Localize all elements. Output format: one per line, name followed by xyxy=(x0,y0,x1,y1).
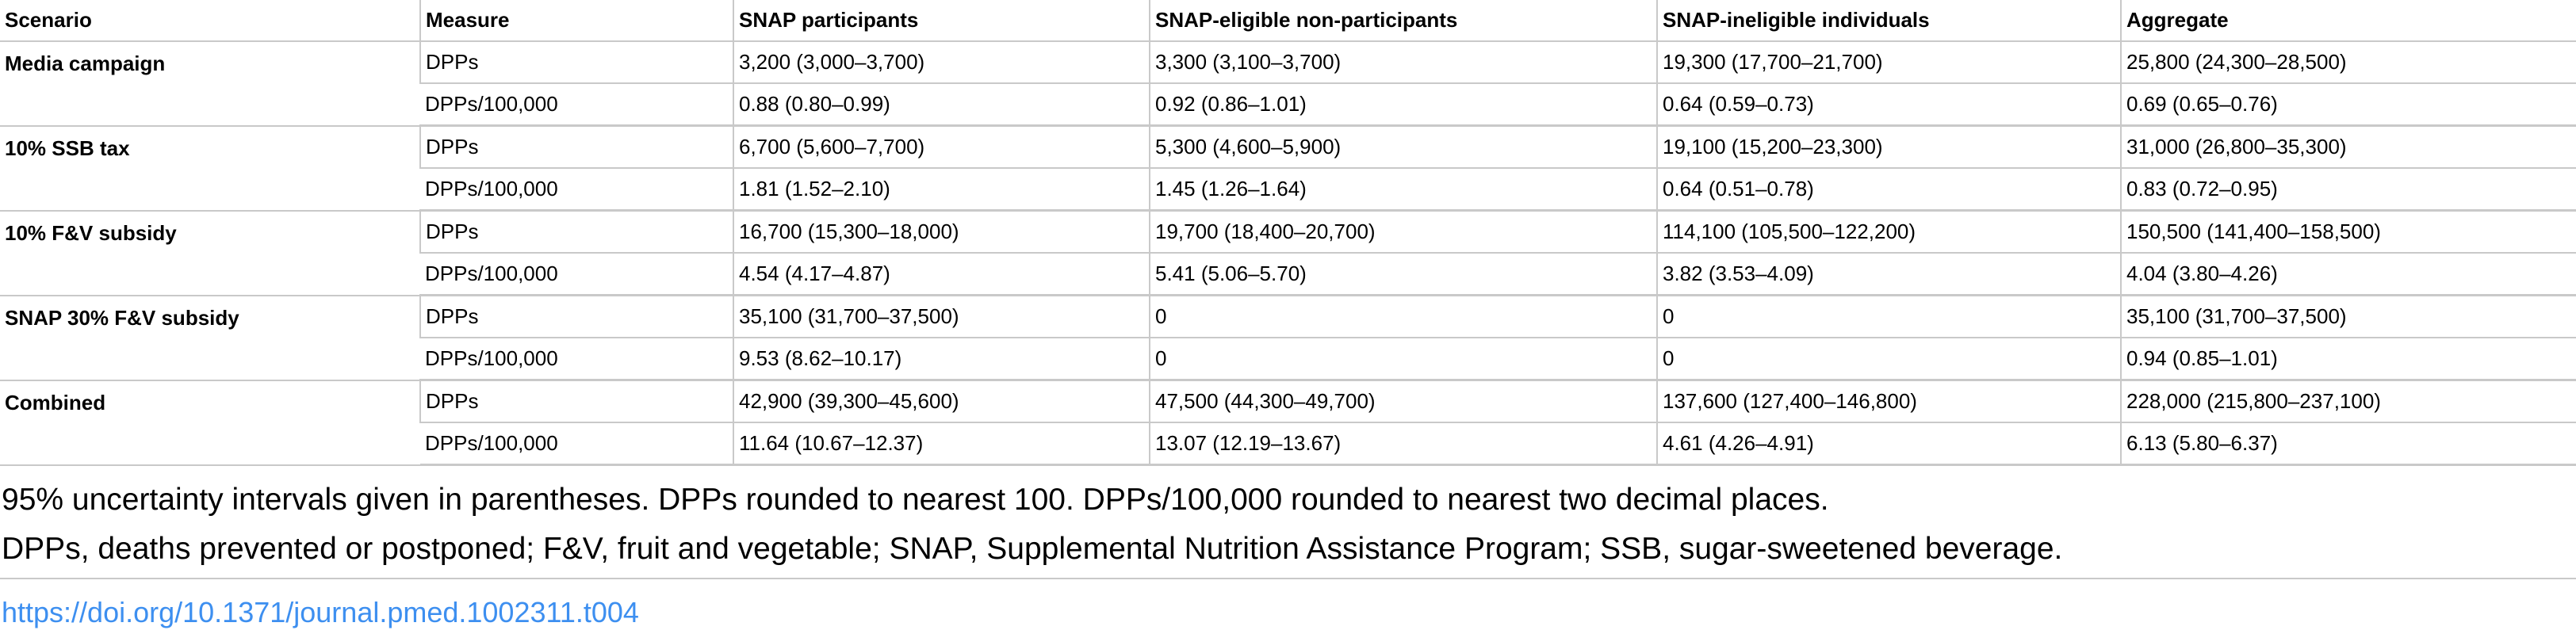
scenario-cell: SNAP 30% F&V subsidy xyxy=(0,295,420,381)
table-cell: 1.81 (1.52–2.10) xyxy=(733,168,1150,212)
table-footnotes: 95% uncertainty intervals given in paren… xyxy=(0,476,2576,574)
measure-cell: DPPs/100,000 xyxy=(420,422,733,466)
scenario-cell: 10% SSB tax xyxy=(0,125,420,212)
header-snap-participants: SNAP participants xyxy=(733,0,1150,42)
table-cell: 19,700 (18,400–20,700) xyxy=(1149,210,1657,254)
scenario-cell: Media campaign xyxy=(0,41,420,127)
measure-cell: DPPs xyxy=(419,295,733,338)
table-cell: 3,200 (3,000–3,700) xyxy=(733,41,1150,84)
table-cell: 0 xyxy=(1149,338,1657,381)
table-cell: 25,800 (24,300–28,500) xyxy=(2120,41,2576,84)
table-cell: 150,500 (141,400–158,500) xyxy=(2120,210,2576,254)
measure-cell: DPPs xyxy=(419,210,733,254)
table-cell: 11.64 (10.67–12.37) xyxy=(733,422,1150,466)
table-row: Combined DPPs 42,900 (39,300–45,600) 47,… xyxy=(0,380,2576,466)
table-cell: 35,100 (31,700–37,500) xyxy=(2120,295,2576,338)
table-row: Media campaign DPPs 3,200 (3,000–3,700) … xyxy=(0,41,2576,127)
table-cell: 3.82 (3.53–4.09) xyxy=(1656,253,2121,296)
table-cell: 0 xyxy=(1656,295,2121,338)
table-cell: 35,100 (31,700–37,500) xyxy=(733,295,1150,338)
header-snap-eligible-non-participants: SNAP-eligible non-participants xyxy=(1149,0,1657,42)
table-cell: 6,700 (5,600–7,700) xyxy=(733,125,1150,169)
table-cell: 4.04 (3.80–4.26) xyxy=(2120,253,2576,296)
table-cell: 19,100 (15,200–23,300) xyxy=(1656,125,2121,169)
table-cell: 47,500 (44,300–49,700) xyxy=(1149,380,1657,423)
table-cell: 0 xyxy=(1656,338,2121,381)
table-row: SNAP 30% F&V subsidy DPPs 35,100 (31,700… xyxy=(0,295,2576,381)
table-cell: 0.92 (0.86–1.01) xyxy=(1149,83,1657,127)
measure-cell: DPPs xyxy=(419,41,733,84)
table-cell: 0.64 (0.59–0.73) xyxy=(1656,83,2121,127)
table-cell: 0.88 (0.80–0.99) xyxy=(733,83,1150,127)
table-cell: 114,100 (105,500–122,200) xyxy=(1656,210,2121,254)
measure-cell: DPPs/100,000 xyxy=(420,253,733,296)
table-row: DPPs/100,000 1.81 (1.52–2.10) 1.45 (1.26… xyxy=(0,168,2576,212)
table-cell: 42,900 (39,300–45,600) xyxy=(733,380,1150,423)
table-cell: 4.61 (4.26–4.91) xyxy=(1656,422,2121,466)
table-cell: 31,000 (26,800–35,300) xyxy=(2120,125,2576,169)
table-cell: 6.13 (5.80–6.37) xyxy=(2120,422,2576,466)
header-measure: Measure xyxy=(419,0,733,42)
table-cell: 3,300 (3,100–3,700) xyxy=(1149,41,1657,84)
table-cell: 13.07 (12.19–13.67) xyxy=(1149,422,1657,466)
table-header-row: Scenario Measure SNAP participants SNAP-… xyxy=(0,0,2576,42)
results-table: Scenario Measure SNAP participants SNAP-… xyxy=(0,0,2576,466)
table-cell: 0 xyxy=(1149,295,1657,338)
table-row: DPPs/100,000 9.53 (8.62–10.17) 0 0 0.94 … xyxy=(0,338,2576,381)
table-cell: 228,000 (215,800–237,100) xyxy=(2120,380,2576,423)
table-cell: 0.94 (0.85–1.01) xyxy=(2120,338,2576,381)
table-row: DPPs/100,000 0.88 (0.80–0.99) 0.92 (0.86… xyxy=(0,83,2576,127)
scenario-cell: 10% F&V subsidy xyxy=(0,210,420,296)
table-row: 10% SSB tax DPPs 6,700 (5,600–7,700) 5,3… xyxy=(0,125,2576,212)
table-row: DPPs/100,000 11.64 (10.67–12.37) 13.07 (… xyxy=(0,422,2576,466)
footnote-uncertainty: 95% uncertainty intervals given in paren… xyxy=(2,483,1829,517)
table-cell: 0.69 (0.65–0.76) xyxy=(2120,83,2576,127)
measure-cell: DPPs/100,000 xyxy=(420,83,733,127)
doi-link[interactable]: https://doi.org/10.1371/journal.pmed.100… xyxy=(2,596,639,628)
table-cell: 5.41 (5.06–5.70) xyxy=(1149,253,1657,296)
doi-divider xyxy=(0,578,2576,579)
table-cell: 0.64 (0.51–0.78) xyxy=(1656,168,2121,212)
measure-cell: DPPs xyxy=(419,380,733,423)
measure-cell: DPPs xyxy=(419,125,733,169)
table-cell: 4.54 (4.17–4.87) xyxy=(733,253,1150,296)
table-row: DPPs/100,000 4.54 (4.17–4.87) 5.41 (5.06… xyxy=(0,253,2576,296)
measure-cell: DPPs/100,000 xyxy=(420,168,733,212)
table-cell: 16,700 (15,300–18,000) xyxy=(733,210,1150,254)
table-cell: 1.45 (1.26–1.64) xyxy=(1149,168,1657,212)
header-aggregate: Aggregate xyxy=(2120,0,2576,42)
table-row: 10% F&V subsidy DPPs 16,700 (15,300–18,0… xyxy=(0,210,2576,296)
table-cell: 137,600 (127,400–146,800) xyxy=(1656,380,2121,423)
table-cell: 5,300 (4,600–5,900) xyxy=(1149,125,1657,169)
footnote-abbreviations: DPPs, deaths prevented or postponed; F&V… xyxy=(2,532,2063,566)
header-snap-ineligible-individuals: SNAP-ineligible individuals xyxy=(1656,0,2121,42)
header-scenario: Scenario xyxy=(0,0,420,42)
table-cell: 0.83 (0.72–0.95) xyxy=(2120,168,2576,212)
table-cell: 9.53 (8.62–10.17) xyxy=(733,338,1150,381)
table-cell: 19,300 (17,700–21,700) xyxy=(1656,41,2121,84)
measure-cell: DPPs/100,000 xyxy=(420,338,733,381)
scenario-cell: Combined xyxy=(0,380,420,466)
